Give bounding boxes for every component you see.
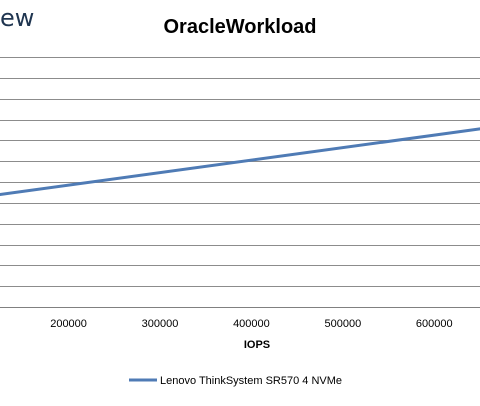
legend-label: Lenovo ThinkSystem SR570 4 NVMe [160,375,342,387]
x-axis-label: IOPS [244,339,270,351]
x-tick-label: 200000 [50,318,87,330]
x-tick-label: 300000 [142,318,179,330]
x-tick-label: 500000 [324,318,361,330]
partial-logo-text: ew [0,4,35,32]
legend: Lenovo ThinkSystem SR570 4 NVMe [129,375,342,387]
chart-title: OracleWorkload [163,16,316,38]
grid [0,57,480,308]
x-tick-labels: 200000 300000 400000 500000 600000 [50,318,452,330]
x-tick-label: 600000 [416,318,453,330]
series-line [0,127,480,196]
series-lines [0,127,480,196]
x-tick-label: 400000 [233,318,270,330]
